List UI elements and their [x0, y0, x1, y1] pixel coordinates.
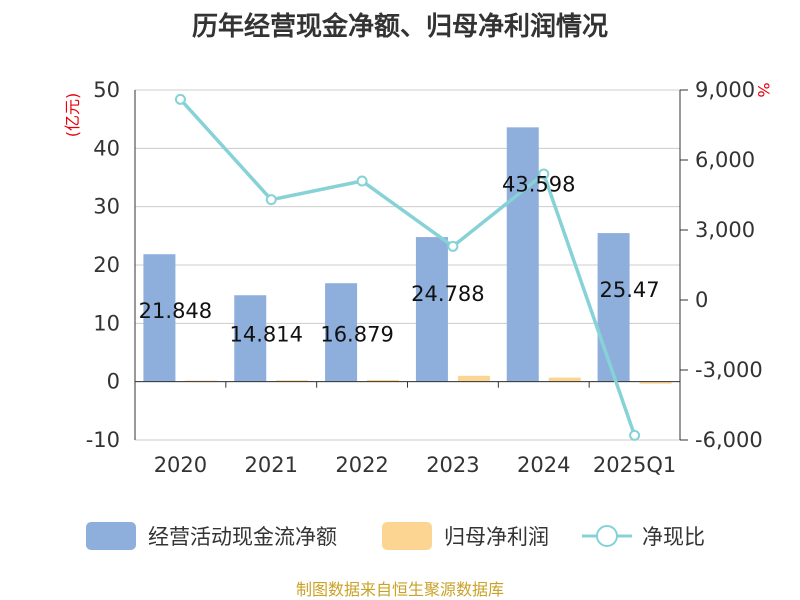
legend-label: 净现比 [642, 525, 705, 549]
bar-data-label: 43.598 [502, 172, 575, 196]
x-tick-label: 2020 [154, 453, 207, 477]
line-ratio [179, 98, 637, 436]
line-point [538, 168, 550, 180]
left-axis-unit: (亿元) [63, 93, 82, 138]
bar-series [143, 127, 672, 384]
legend-swatch [382, 522, 432, 550]
axes: -10 0 10 20 30 40 50 -6,000 -3,000 0 3,000 6,000 9,0… [86, 78, 763, 477]
bar-cash-flow [143, 254, 176, 382]
bar-cash-flow [234, 295, 267, 382]
bar-net-profit [457, 375, 490, 382]
bar-net-profit [639, 381, 672, 384]
x-tick-label: 2025Q1 [593, 453, 676, 477]
bar-cash-flow [325, 283, 358, 382]
left-tick-label: -10 [86, 428, 120, 452]
right-axis-unit: % [754, 82, 773, 97]
x-tick-label: 2023 [426, 453, 479, 477]
line-point [629, 429, 641, 441]
bar-data-label: 14.814 [230, 323, 303, 347]
right-tick-label: -6,000 [695, 428, 763, 452]
line-point [356, 175, 368, 187]
bar-net-profit [548, 377, 581, 382]
line-series [174, 93, 641, 441]
left-tick-label: 40 [93, 136, 120, 160]
line-point [174, 93, 186, 105]
right-tick-label: 0 [695, 288, 708, 312]
legend-label: 归母净利润 [444, 525, 549, 549]
bar-cash-flow [506, 127, 539, 382]
bar-cash-flow [415, 237, 448, 382]
left-tick-label: 20 [93, 253, 120, 277]
x-tick-label: 2024 [517, 453, 570, 477]
bar-data-label: 21.848 [139, 299, 212, 323]
line-point [265, 194, 277, 206]
bar-cash-flow [597, 233, 630, 382]
right-tick-label: -3,000 [695, 358, 763, 382]
legend: 经营活动现金流净额 归母净利润 净现比 [86, 522, 705, 550]
legend-label: 经营活动现金流净额 [148, 525, 337, 549]
right-tick-label: 3,000 [695, 218, 755, 242]
x-tick-label: 2022 [335, 453, 388, 477]
bar-data-label: 25.47 [600, 278, 660, 302]
x-tick-label: 2021 [245, 453, 298, 477]
right-tick-label: 9,000 [695, 78, 755, 102]
chart-title: 历年经营现金净额、归母净利润情况 [192, 11, 608, 42]
line-point [447, 240, 459, 252]
bar-data-label: 24.788 [411, 282, 484, 306]
bar-net-profit [276, 380, 309, 382]
legend-marker [596, 525, 618, 547]
left-tick-label: 0 [107, 370, 120, 394]
legend-swatch [86, 522, 136, 550]
left-tick-label: 10 [93, 311, 120, 335]
data-labels: 21.848 14.814 16.879 24.788 43.598 25.47 [139, 172, 660, 346]
left-tick-label: 30 [93, 195, 120, 219]
bar-net-profit [367, 379, 400, 382]
bar-data-label: 16.879 [320, 323, 393, 347]
left-tick-label: 50 [93, 78, 120, 102]
source-note: 制图数据来自恒生聚源数据库 [296, 580, 504, 599]
right-tick-label: 6,000 [695, 148, 755, 172]
